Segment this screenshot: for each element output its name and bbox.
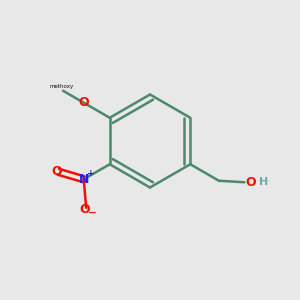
Text: H: H <box>259 177 268 187</box>
Text: O: O <box>79 203 90 216</box>
Text: O: O <box>51 165 62 178</box>
Text: N: N <box>79 173 89 186</box>
Text: +: + <box>87 169 95 178</box>
Text: O: O <box>246 176 256 189</box>
Text: −: − <box>88 208 97 218</box>
Text: O: O <box>78 96 89 109</box>
Text: methoxy: methoxy <box>49 84 74 89</box>
